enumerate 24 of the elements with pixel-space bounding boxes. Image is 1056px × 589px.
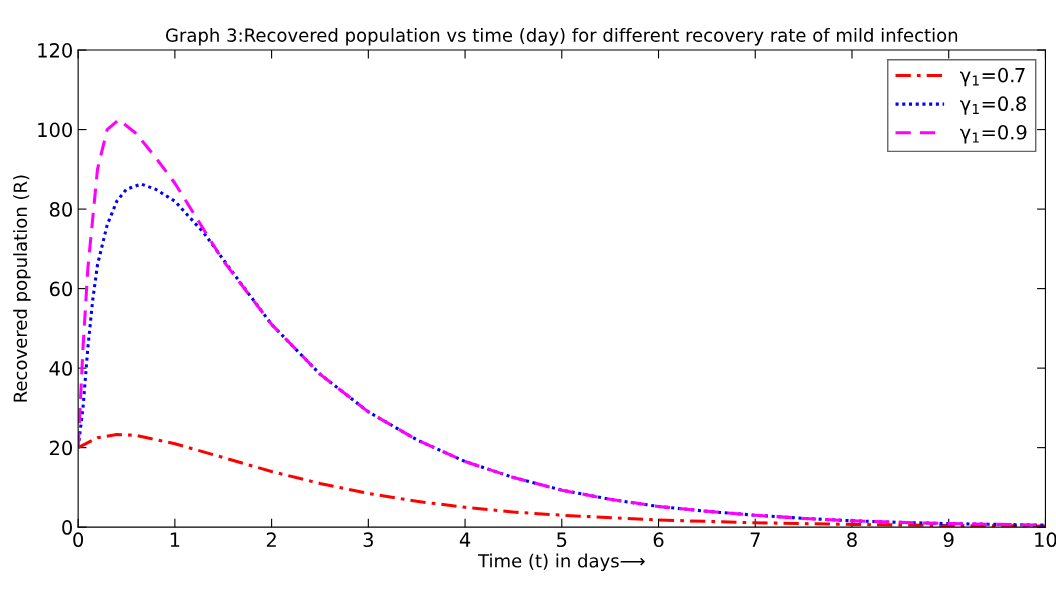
y-tick-label: 100: [38, 122, 72, 138]
y-tick-label: 60: [49, 281, 72, 297]
x-tick-label: 5: [557, 532, 567, 548]
chart-title: Graph 3:Recovered population vs time (day) for different recovery rate of mild infection: [165, 28, 958, 46]
x-tick-label: 2: [266, 532, 276, 547]
x-tick-label: 8: [847, 532, 857, 548]
legend-label: γ$_{1}$=0.8: [959, 96, 1026, 115]
y-tick-label: 20: [49, 440, 72, 456]
y-tick-label: 80: [49, 202, 72, 217]
x-tick-label: 3: [363, 532, 373, 548]
x-tick-label: 6: [653, 532, 664, 548]
y-axis-title: Recovered population (R): [13, 175, 31, 402]
x-tick-label: 1: [170, 532, 180, 547]
y-tick-label: 40: [49, 361, 72, 376]
y-tick-label: 120: [38, 43, 72, 58]
x-tick-label: 9: [943, 532, 954, 548]
x-tick-label: 4: [459, 532, 471, 547]
x-tick-label: 10: [1035, 532, 1056, 548]
legend-label: γ$_{1}$=0.9: [959, 124, 1027, 144]
x-axis-title: Time (t) in days⟶: [477, 553, 645, 572]
y-tick-label: 0: [62, 520, 72, 535]
x-tick-label: 7: [750, 532, 760, 547]
legend-label: γ$_{1}$=0.7: [959, 67, 1025, 87]
x-tick-label: 0: [73, 532, 84, 548]
